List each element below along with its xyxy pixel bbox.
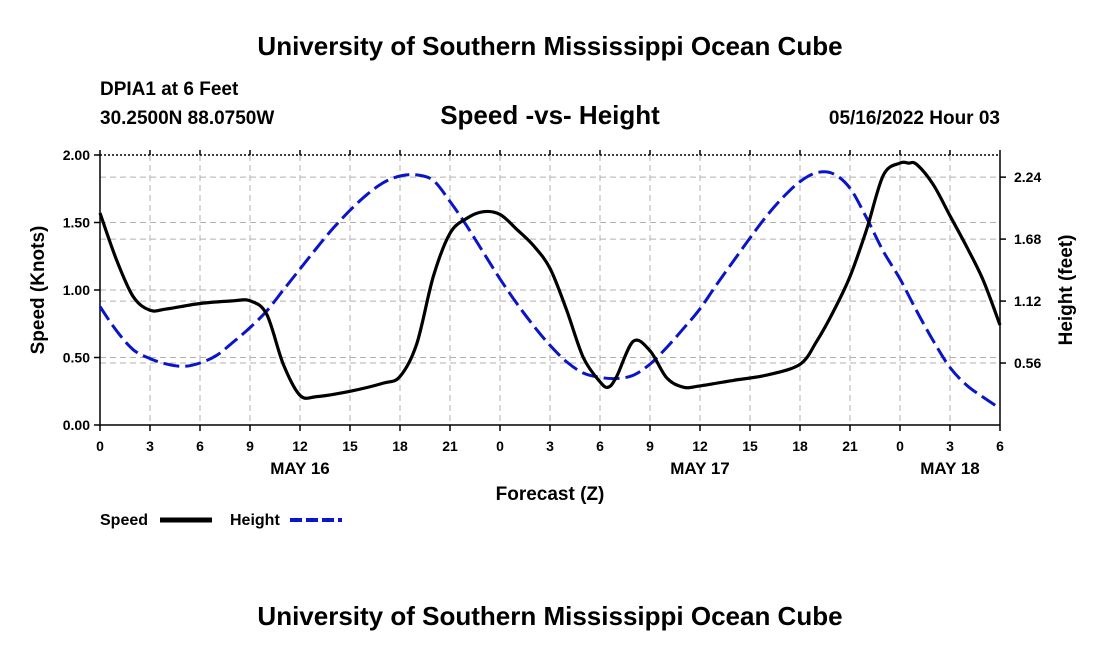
tick-labels: 0 3 6 9 12 15 18 21 0 3 6 9 12 15 18 21 0 3 6 MAY 16 MAY 17 M…: [63, 147, 1042, 478]
y-tick-label: 0.00: [63, 417, 90, 433]
coordinates-label: 30.2500N 88.0750W: [100, 108, 274, 129]
x-tick-label: 3: [146, 438, 154, 454]
date-label: MAY 18: [920, 459, 980, 478]
page-title: University of Southern Mississippi Ocean…: [257, 31, 842, 61]
x-tick-label: 0: [496, 438, 504, 454]
x-tick-label: 18: [392, 438, 408, 454]
x-tick-label: 21: [442, 438, 458, 454]
x-tick-label: 0: [896, 438, 904, 454]
legend-height-label: Height: [230, 512, 280, 529]
x-tick-label: 6: [596, 438, 604, 454]
y2-axis-label: Height (feet): [1056, 235, 1077, 346]
x-tick-label: 12: [292, 438, 308, 454]
x-tick-label: 6: [996, 438, 1004, 454]
chart-title: Speed -vs- Height: [440, 100, 660, 130]
series-line-speed: [98, 160, 1002, 400]
x-tick-label: 9: [646, 438, 654, 454]
x-tick-label: 3: [946, 438, 954, 454]
x-tick-label: 15: [742, 438, 758, 454]
y-axis-label: Speed (Knots): [28, 226, 49, 355]
y-tick-label: 1.00: [63, 282, 90, 298]
date-label: MAY 16: [270, 459, 330, 478]
y2-tick-label: 1.68: [1014, 231, 1041, 247]
y2-tick-label: 0.56: [1014, 355, 1041, 371]
x-tick-label: 9: [246, 438, 254, 454]
x-tick-label: 18: [792, 438, 808, 454]
y-tick-label: 0.50: [63, 350, 90, 366]
x-tick-label: 21: [842, 438, 858, 454]
legend-speed-label: Speed: [100, 512, 148, 529]
grid: [100, 155, 1000, 425]
x-tick-label: 3: [546, 438, 554, 454]
series-line-height: [98, 170, 1001, 410]
y2-tick-label: 1.12: [1014, 293, 1041, 309]
y-tick-label: 2.00: [63, 147, 90, 163]
x-tick-label: 12: [692, 438, 708, 454]
legend: Speed Height: [100, 512, 342, 529]
forecast-timestamp: 05/16/2022 Hour 03: [829, 108, 1000, 129]
series-group: [98, 160, 1002, 410]
y-tick-label: 1.50: [63, 215, 90, 231]
x-axis-label: Forecast (Z): [496, 484, 605, 505]
footer-title: University of Southern Mississippi Ocean…: [257, 601, 842, 631]
x-tick-label: 6: [196, 438, 204, 454]
date-label: MAY 17: [670, 459, 730, 478]
x-tick-label: 15: [342, 438, 358, 454]
y2-tick-label: 2.24: [1014, 169, 1041, 185]
x-tick-label: 0: [96, 438, 104, 454]
station-label: DPIA1 at 6 Feet: [100, 79, 239, 100]
